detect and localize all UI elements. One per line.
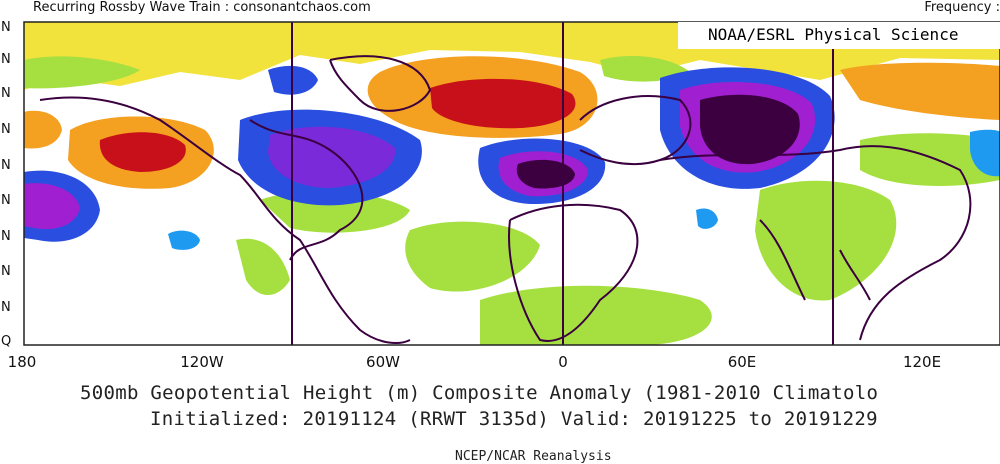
- longitude-label: 180: [7, 353, 37, 371]
- longitude-label: 0: [558, 353, 568, 371]
- map-frame: [23, 21, 1000, 346]
- pacific-orange-left: [24, 110, 62, 149]
- coastlines: [39, 55, 972, 344]
- frequency-label: Frequency :: [924, 0, 1000, 15]
- alaska-red: [99, 132, 186, 172]
- longitude-label: 120E: [902, 353, 942, 371]
- latitude-label: N: [1, 300, 11, 315]
- greenland-red: [430, 78, 576, 129]
- asia-orange: [840, 62, 1000, 120]
- data-source: NCEP/NCAR Reanalysis: [455, 449, 612, 464]
- agency-box: [678, 22, 1000, 49]
- latitude-label: N: [1, 229, 11, 244]
- latitude-label: N: [1, 264, 11, 279]
- caption-dates: Initialized: 20191124 (RRWT 3135d) Valid…: [150, 408, 878, 430]
- caption-title: 500mb Geopotential Height (m) Composite …: [80, 382, 879, 404]
- agency-label: NOAA/ESRL Physical Science: [708, 25, 959, 44]
- negative-anomaly-fill: [24, 65, 1000, 250]
- longitude-label: 60E: [727, 353, 757, 371]
- latitude-label: N: [1, 86, 11, 101]
- longitude-label: 120W: [180, 353, 224, 371]
- meridian-lines: [291, 22, 834, 345]
- longitude-label: 60W: [366, 353, 400, 371]
- latitude-label: N: [1, 52, 11, 67]
- app-title: Recurring Rossby Wave Train : consonantc…: [33, 0, 371, 15]
- latitude-label: Q: [1, 334, 12, 349]
- latitude-label: N: [1, 20, 11, 35]
- latitude-label: N: [1, 193, 11, 208]
- latitude-label: N: [1, 122, 11, 137]
- latitude-label: N: [1, 158, 11, 173]
